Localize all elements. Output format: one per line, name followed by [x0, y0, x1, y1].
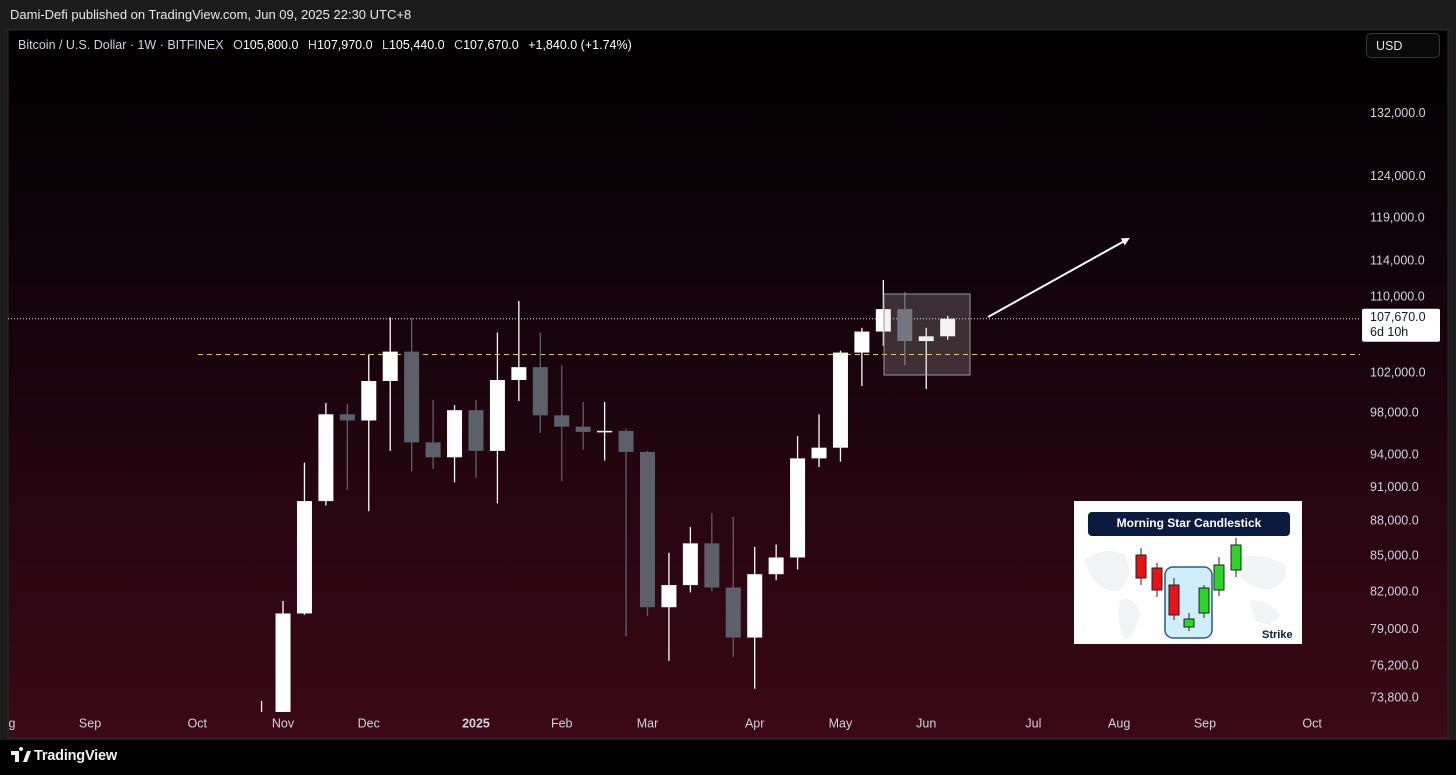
- ohlc-key: L: [382, 38, 389, 52]
- x-tick-label: Aug: [0, 716, 15, 730]
- y-tick-label: 94,000.0: [1370, 447, 1419, 461]
- ohlc-key: C: [454, 38, 464, 52]
- y-tick-label: 85,000.0: [1370, 549, 1419, 563]
- x-tick-label: Feb: [551, 716, 573, 730]
- candle-body: [940, 318, 956, 337]
- footer-logo-icon: [11, 747, 31, 762]
- ohlc-value: 105,440.0: [388, 38, 445, 52]
- x-tick-label: Apr: [745, 716, 764, 730]
- currency-button[interactable]: USD: [1366, 33, 1440, 58]
- candle-body: [296, 501, 312, 614]
- price-change: +1,840.0 (+1.74%): [528, 38, 632, 52]
- candle-body: [640, 451, 655, 608]
- y-tick-label: 132,000.0: [1370, 106, 1426, 120]
- ohlc-value: 105,800.0: [242, 38, 299, 52]
- candle-body: [618, 430, 634, 452]
- y-tick-label: 82,000.0: [1370, 585, 1419, 599]
- candle-body: [447, 410, 463, 458]
- candle-body: [511, 367, 527, 380]
- trend-arrow: [987, 238, 1130, 318]
- candle-body: [425, 442, 441, 458]
- inset-image: Morning Star Candlestick Strike: [1074, 501, 1302, 644]
- candle-body: [361, 380, 377, 421]
- candle-body: [554, 415, 570, 427]
- price-axis: 132,000.0 124,000.0 119,000.0 114,000.0 110,…: [1362, 106, 1440, 705]
- ohlc-value: 107,670.0: [463, 38, 519, 52]
- candle-body: [489, 379, 505, 451]
- candle-body: [704, 543, 720, 588]
- x-tick-label: Oct: [188, 716, 208, 730]
- footer-bar: [0, 740, 1456, 775]
- inset-map: [1085, 551, 1286, 640]
- y-tick-label: 76,200.0: [1370, 658, 1419, 672]
- candle-body: [382, 351, 398, 381]
- candle-body: [575, 426, 591, 432]
- inset-candles: [1135, 538, 1242, 631]
- inset-logo: Strike: [1262, 629, 1293, 641]
- candle-body: [832, 352, 848, 448]
- x-tick-label: Sep: [79, 716, 101, 730]
- x-tick-label: Jun: [916, 716, 936, 730]
- candle-body: [918, 336, 934, 342]
- highlight-box: [883, 293, 971, 376]
- candle-body: [725, 587, 741, 638]
- ohlc-key: H: [307, 38, 317, 52]
- y-tick-label: 124,000.0: [1370, 169, 1426, 183]
- inset-title-pill: [1088, 512, 1290, 536]
- time-axis: Aug Sep Oct Nov Dec 2025 Feb Mar Apr May Jun Jul Aug…: [0, 716, 1322, 730]
- candle-body: [854, 331, 870, 353]
- y-tick-label: 98,000.0: [1370, 406, 1419, 420]
- candle-body: [811, 447, 827, 459]
- candle-body: [747, 574, 763, 638]
- candle-body: [318, 414, 334, 502]
- y-tick-label: 102,000.0: [1370, 365, 1426, 379]
- candle-body: [597, 430, 613, 433]
- x-tick-label: Jul: [1025, 716, 1041, 730]
- y-tick-label: 114,000.0: [1370, 254, 1425, 268]
- publish-info: Dami-Defi published on TradingView.com, …: [10, 7, 412, 22]
- y-tick-label: 79,000.0: [1370, 622, 1419, 636]
- x-tick-label: Dec: [358, 716, 380, 730]
- symbol-legend: Bitcoin / U.S. Dollar · 1W · BITFINEX O1…: [18, 38, 632, 52]
- last-price-tag: [1362, 308, 1440, 342]
- x-tick-label: Aug: [1108, 716, 1130, 730]
- footer-brand: TradingView: [34, 748, 117, 764]
- ohlc-value: 107,970.0: [316, 38, 373, 52]
- last-price-label: 107,670.0: [1370, 310, 1426, 324]
- ohlc-key: O: [233, 38, 243, 52]
- countdown-label: 6d 10h: [1370, 325, 1408, 339]
- x-tick-label: Sep: [1194, 716, 1216, 730]
- x-tick-label: Nov: [272, 716, 295, 730]
- candle-body: [768, 557, 784, 575]
- inset-title: Morning Star Candlestick: [1117, 516, 1262, 530]
- candle-body: [682, 543, 698, 586]
- x-tick-label: Mar: [637, 716, 659, 730]
- y-tick-label: 110,000.0: [1370, 289, 1425, 303]
- candle-body: [790, 458, 806, 558]
- candle-body: [339, 414, 355, 421]
- candle-body: [404, 351, 420, 443]
- y-tick-label: 119,000.0: [1370, 210, 1425, 224]
- candle-body: [468, 410, 484, 451]
- x-tick-label: 2025: [462, 716, 490, 730]
- y-tick-label: 88,000.0: [1370, 514, 1419, 528]
- y-tick-label: 91,000.0: [1370, 480, 1419, 494]
- candle-body: [532, 367, 548, 416]
- candle-body: [875, 309, 891, 332]
- x-tick-label: Oct: [1302, 716, 1322, 730]
- candle-body: [897, 309, 913, 342]
- symbol: Bitcoin / U.S. Dollar · 1W · BITFINEX: [18, 38, 224, 52]
- candle-body: [661, 585, 677, 608]
- x-tick-label: May: [829, 716, 853, 730]
- y-tick-label: 73,800.0: [1370, 691, 1419, 705]
- plot: [8, 279, 1360, 712]
- candle-body: [275, 613, 291, 712]
